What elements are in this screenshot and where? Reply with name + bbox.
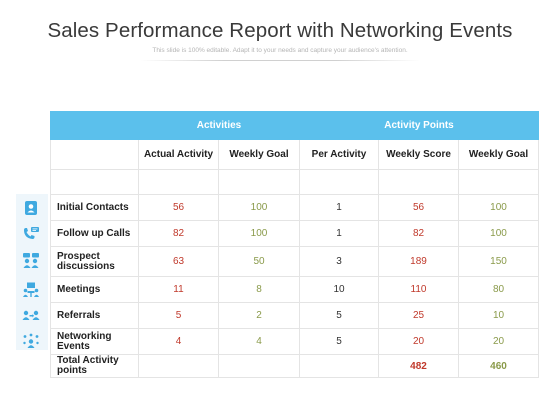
icon-column	[16, 194, 48, 350]
table-row: Prospect discussions 63 50 3 189 150	[50, 246, 540, 277]
row-label: Follow up Calls	[50, 220, 139, 247]
page-subtitle: This slide is 100% editable. Adapt it to…	[152, 47, 408, 54]
per-activity-cell: 3	[299, 246, 379, 277]
per-activity-cell: 5	[299, 328, 379, 355]
column-header-blank	[50, 139, 139, 170]
row-label: Initial Contacts	[50, 194, 139, 221]
weekly-goal-cell: 4	[218, 328, 300, 355]
table-row: Networking Events 4 4 5 20 20	[50, 328, 540, 355]
column-header-per-activity: Per Activity	[299, 139, 379, 170]
total-label: Total Activity points	[50, 354, 139, 378]
table-row: Initial Contacts 56 100 1 56 100	[50, 194, 540, 221]
table-row: Referrals 5 2 5 25 10	[50, 302, 540, 329]
people-discussion-icon	[20, 250, 42, 272]
weekly-goal-cell: 100	[218, 220, 300, 247]
total-weekly-score: 482	[378, 354, 459, 378]
spacer-row	[50, 169, 540, 195]
table-row: Follow up Calls 82 100 1 82 100	[50, 220, 540, 247]
actual-activity-cell: 4	[138, 328, 219, 355]
column-header-actual-activity: Actual Activity	[138, 139, 219, 170]
table-row: Meetings 11 8 10 110 80	[50, 276, 540, 303]
per-activity-cell: 5	[299, 302, 379, 329]
row-label: Referrals	[50, 302, 139, 329]
points-weekly-goal-cell: 20	[457, 328, 540, 355]
column-header-row: Actual Activity Weekly Goal Per Activity…	[50, 139, 540, 170]
header-blank-cell	[50, 111, 139, 140]
points-weekly-goal-cell: 10	[457, 302, 540, 329]
weekly-score-cell: 56	[378, 194, 459, 221]
actual-activity-cell: 11	[138, 276, 219, 303]
total-weekly-goal: 460	[457, 354, 540, 378]
meeting-icon	[20, 279, 42, 301]
points-weekly-goal-cell: 100	[457, 194, 540, 221]
actual-activity-cell: 82	[138, 220, 219, 247]
actual-activity-cell: 56	[138, 194, 219, 221]
points-weekly-goal-cell: 100	[457, 220, 540, 247]
weekly-goal-cell: 100	[218, 194, 300, 221]
sales-performance-table: Activities Activity Points Actual Activi…	[50, 111, 540, 378]
weekly-score-cell: 20	[378, 328, 459, 355]
row-label: Networking Events	[50, 328, 139, 355]
points-weekly-goal-cell: 80	[457, 276, 540, 303]
contact-card-icon	[20, 197, 42, 219]
weekly-goal-cell: 50	[218, 246, 300, 277]
network-group-icon	[20, 331, 42, 353]
weekly-score-cell: 82	[378, 220, 459, 247]
weekly-score-cell: 25	[378, 302, 459, 329]
per-activity-cell: 1	[299, 220, 379, 247]
group-header-row: Activities Activity Points	[50, 111, 540, 140]
weekly-score-cell: 110	[378, 276, 459, 303]
page-title: Sales Performance Report with Networking…	[47, 19, 513, 42]
activity-points-group-header: Activity Points	[298, 111, 540, 140]
column-header-points-weekly-goal: Weekly Goal	[457, 139, 540, 170]
weekly-goal-cell: 2	[218, 302, 300, 329]
activities-group-header: Activities	[138, 111, 300, 140]
actual-activity-cell: 5	[138, 302, 219, 329]
weekly-score-cell: 189	[378, 246, 459, 277]
column-header-weekly-score: Weekly Score	[378, 139, 459, 170]
per-activity-cell: 10	[299, 276, 379, 303]
row-label: Meetings	[50, 276, 139, 303]
total-row: Total Activity points 482 460	[50, 354, 540, 378]
actual-activity-cell: 63	[138, 246, 219, 277]
row-label: Prospect discussions	[50, 246, 139, 277]
weekly-goal-cell: 8	[218, 276, 300, 303]
points-weekly-goal-cell: 150	[457, 246, 540, 277]
title-divider	[140, 60, 420, 61]
per-activity-cell: 1	[299, 194, 379, 221]
phone-chat-icon	[20, 223, 42, 245]
column-header-weekly-goal: Weekly Goal	[218, 139, 300, 170]
referral-icon	[20, 305, 42, 327]
